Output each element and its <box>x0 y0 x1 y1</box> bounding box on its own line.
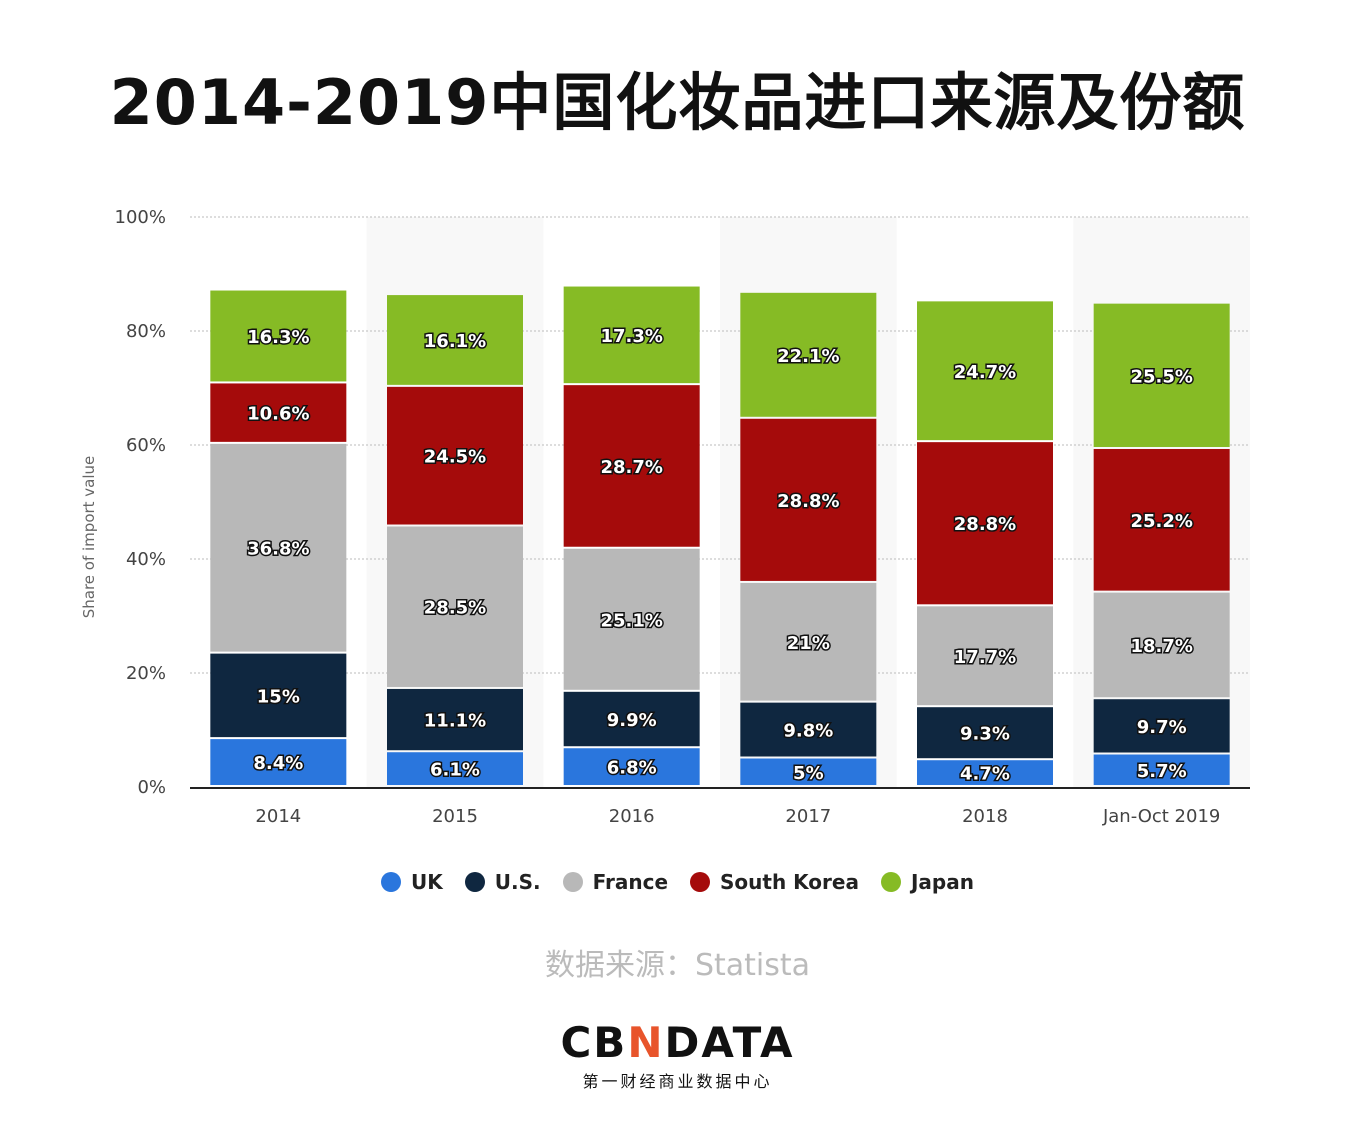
bar-segment-uk <box>740 758 877 785</box>
x-tick-label: 2015 <box>432 806 478 827</box>
legend-label: UK <box>411 870 443 894</box>
bar-segment-u-s- <box>210 653 347 738</box>
data-label: 8.4% <box>253 753 303 774</box>
data-label: 10.6% <box>247 404 309 425</box>
legend-item: U.S. <box>464 870 541 894</box>
data-label: 16.1% <box>424 331 486 352</box>
data-label: 28.5% <box>424 598 486 619</box>
bar-segment-france <box>1093 592 1230 698</box>
data-label: 4.7% <box>960 764 1010 785</box>
y-tick-label: 40% <box>126 549 166 570</box>
y-tick-label: 20% <box>126 663 166 684</box>
bar-segment-uk <box>210 739 347 785</box>
data-label: 16.3% <box>247 327 309 348</box>
x-tick-label: 2016 <box>609 806 655 827</box>
bar-segment-south-korea <box>210 383 347 442</box>
bar-segment-japan <box>1093 303 1230 447</box>
legend-dot-icon <box>464 872 485 892</box>
bar-segment-south-korea <box>740 418 877 581</box>
bar-segment-uk <box>1093 754 1230 785</box>
bar-segment-uk <box>917 760 1053 785</box>
bar-segment-uk <box>387 752 523 785</box>
data-label: 11.1% <box>424 711 486 732</box>
data-label: 5.7% <box>1137 761 1187 782</box>
bar-segment-south-korea <box>1093 448 1230 591</box>
legend-item: UK <box>381 870 443 894</box>
bar-segment-france <box>387 526 523 687</box>
legend-dot-icon <box>381 872 402 892</box>
bar-segment-south-korea <box>563 385 700 547</box>
bar-segment-japan <box>740 292 877 417</box>
bar-segment-france <box>563 548 700 690</box>
bar-segment-u-s- <box>563 691 700 747</box>
data-label: 9.9% <box>607 710 657 731</box>
data-label: 15% <box>257 686 300 707</box>
bar-segment-u-s- <box>1093 699 1230 753</box>
data-label: 9.7% <box>1137 717 1187 738</box>
bar-segment-france <box>740 582 877 701</box>
legend-item: Japan <box>880 870 974 894</box>
y-tick-label: 60% <box>126 435 166 456</box>
chart-title: 2014-2019中国化妆品进口来源及份额 <box>109 66 1246 139</box>
x-tick-label: 2018 <box>962 806 1008 827</box>
cbndata-logo: CBNDATA <box>560 1018 795 1067</box>
bar-segment-u-s- <box>740 702 877 757</box>
legend-item: France <box>562 870 669 894</box>
data-label: 21% <box>787 633 830 654</box>
bar-segment-japan <box>563 286 700 384</box>
data-label: 24.5% <box>424 447 486 468</box>
legend-label: U.S. <box>494 870 541 894</box>
y-tick-label: 80% <box>126 321 166 342</box>
data-label: 36.8% <box>247 539 309 560</box>
legend: UK U.S. France South Korea Japan <box>0 870 1355 894</box>
data-label: 28.8% <box>954 514 1016 535</box>
bar-segment-france <box>210 443 347 652</box>
data-label: 17.3% <box>600 326 662 347</box>
data-label: 28.7% <box>600 457 662 478</box>
legend-label: South Korea <box>720 870 859 894</box>
x-tick-label: 2014 <box>255 806 301 827</box>
legend-dot-icon <box>562 872 583 892</box>
x-tick-label: Jan-Oct 2019 <box>1102 806 1220 827</box>
data-label: 6.8% <box>607 758 657 779</box>
data-label: 25.2% <box>1130 511 1192 532</box>
bar-segment-south-korea <box>387 386 523 525</box>
data-label: 5% <box>793 763 824 784</box>
x-tick-label: 2017 <box>785 806 831 827</box>
legend-dot-icon <box>880 872 901 892</box>
bar-segment-south-korea <box>917 442 1053 605</box>
data-label: 9.8% <box>783 721 833 742</box>
bar-segment-japan <box>210 290 347 382</box>
legend-label: Japan <box>910 870 974 894</box>
data-label: 25.5% <box>1130 366 1192 387</box>
bar-segment-france <box>917 606 1053 706</box>
bar-segment-u-s- <box>917 707 1053 759</box>
bar-segment-japan <box>387 295 523 385</box>
data-label: 6.1% <box>430 760 480 781</box>
data-label: 25.1% <box>600 610 662 631</box>
bar-segment-u-s- <box>387 688 523 751</box>
stacked-bar-chart: 0% 20% 40% 60% 80% 100% Share of import value 8… <box>80 207 1250 827</box>
data-label: 28.8% <box>777 491 839 512</box>
data-label: 9.3% <box>960 724 1010 745</box>
legend-label: France <box>592 870 669 894</box>
data-label: 18.7% <box>1130 636 1192 657</box>
source-note: 数据来源：Statista <box>544 948 811 983</box>
bar-segment-uk <box>563 748 700 785</box>
legend-item: South Korea <box>690 870 859 894</box>
y-axis-label: Share of import value <box>80 456 98 619</box>
y-tick-label: 100% <box>115 207 166 228</box>
data-label: 24.7% <box>954 362 1016 383</box>
legend-dot-icon <box>690 872 711 892</box>
y-tick-label: 0% <box>137 777 166 798</box>
data-label: 17.7% <box>954 647 1016 668</box>
logo-subtitle: 第一财经商业数据中心 <box>582 1072 773 1091</box>
data-label: 22.1% <box>777 346 839 367</box>
bar-segment-japan <box>917 301 1053 441</box>
